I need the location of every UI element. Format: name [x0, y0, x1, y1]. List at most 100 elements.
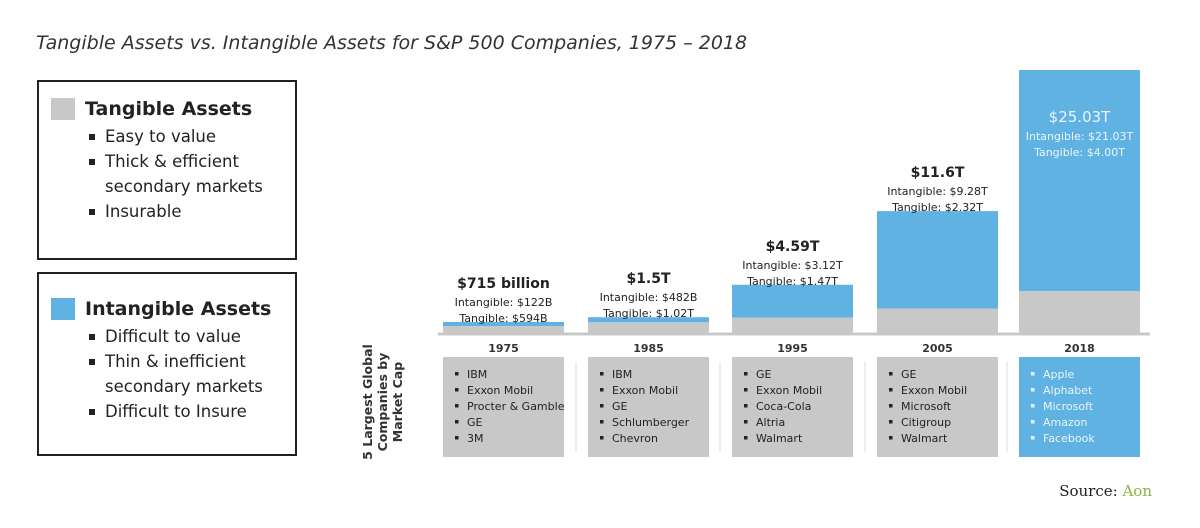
company-name: Facebook — [1043, 432, 1095, 445]
bullet — [744, 420, 748, 424]
bar-tangible-1985 — [588, 322, 709, 333]
chart-title: Tangible Assets vs. Intangible Assets fo… — [36, 32, 748, 54]
bullet — [1031, 436, 1035, 440]
bar-intangible-1995 — [732, 284, 853, 318]
intangible-swatch — [51, 298, 75, 320]
company-name: Microsoft — [901, 400, 952, 413]
legend-item: Difficult to Insure — [89, 399, 295, 424]
company-name: IBM — [612, 368, 632, 381]
company-name: Alphabet — [1043, 384, 1093, 397]
companies-box-1975 — [443, 357, 564, 457]
companies-axis-label: 5 Largest Global Companies by Market Cap — [360, 344, 405, 460]
category-label: 2018 — [1064, 342, 1095, 355]
tangible-label: Tangible: $4.00T — [1033, 146, 1125, 159]
company-name: Walmart — [756, 432, 803, 445]
bullet — [600, 436, 604, 440]
category-label: 1985 — [633, 342, 664, 355]
intangible-label: Intangible: $482B — [600, 291, 698, 304]
total-label: $11.6T — [911, 165, 965, 181]
category-label: 1975 — [488, 342, 519, 355]
category-label: 1995 — [777, 342, 808, 355]
company-name: IBM — [467, 368, 487, 381]
bar-intangible-2005 — [877, 211, 998, 309]
bullet — [455, 420, 459, 424]
bar-tangible-2018 — [1019, 290, 1140, 333]
bar-tangible-1995 — [732, 317, 853, 333]
company-name: GE — [467, 416, 483, 429]
company-name: Exxon Mobil — [756, 384, 822, 397]
total-label: $25.03T — [1049, 108, 1111, 126]
companies-box-2005 — [877, 357, 998, 457]
company-name: GE — [756, 368, 772, 381]
company-name: Procter & Gamble — [467, 400, 565, 413]
bullet — [744, 436, 748, 440]
legend-item: Insurable — [89, 199, 295, 224]
bullet — [1031, 372, 1035, 376]
bullet — [889, 436, 893, 440]
category-label: 2005 — [922, 342, 953, 355]
legend-tangible: Tangible Assets Easy to value Thick & ef… — [37, 80, 297, 260]
total-label: $1.5T — [626, 271, 671, 287]
bullet — [889, 420, 893, 424]
company-name: Citigroup — [901, 416, 951, 429]
companies-box-1985 — [588, 357, 709, 457]
tangible-label: Tangible: $594B — [458, 312, 547, 325]
bullet — [600, 420, 604, 424]
legend-intangible: Intangible Assets Difficult to value Thi… — [37, 272, 297, 456]
intangible-label: Intangible: $122B — [455, 296, 553, 309]
total-label: $4.59T — [766, 239, 820, 255]
source-note: Source: Aon — [1059, 482, 1152, 500]
legend-item: Thin & inefficient secondary markets — [89, 349, 285, 399]
tangible-label: Tangible: $1.02T — [602, 307, 694, 320]
total-label: $715 billion — [457, 276, 550, 292]
companies-box-2018 — [1019, 357, 1140, 457]
source-link[interactable]: Aon — [1122, 482, 1152, 500]
company-name: Chevron — [612, 432, 658, 445]
intangible-label: Intangible: $21.03T — [1026, 130, 1134, 143]
bullet — [889, 372, 893, 376]
legend-item: Difficult to value — [89, 324, 295, 349]
company-name: Exxon Mobil — [612, 384, 678, 397]
tangible-label: Tangible: $1.47T — [746, 275, 838, 288]
bullet — [455, 404, 459, 408]
company-name: Coca-Cola — [756, 400, 811, 413]
company-name: 3M — [467, 432, 484, 445]
bar-intangible-1975 — [443, 322, 564, 326]
company-name: Amazon — [1043, 416, 1087, 429]
company-name: GE — [901, 368, 917, 381]
intangible-label: Intangible: $3.12T — [742, 259, 843, 272]
bar-intangible-2018 — [1019, 70, 1140, 291]
company-name: Walmart — [901, 432, 948, 445]
bar-intangible-1985 — [588, 317, 709, 323]
bullet — [455, 436, 459, 440]
company-name: Exxon Mobil — [901, 384, 967, 397]
tangible-swatch — [51, 98, 75, 120]
bullet — [455, 388, 459, 392]
bullet — [744, 404, 748, 408]
company-name: Exxon Mobil — [467, 384, 533, 397]
legend-intangible-title: Intangible Assets — [85, 298, 272, 320]
bullet — [1031, 404, 1035, 408]
legend-item: Thick & efficient secondary markets — [89, 149, 275, 199]
bullet — [1031, 420, 1035, 424]
company-name: GE — [612, 400, 628, 413]
company-name: Schlumberger — [612, 416, 690, 429]
legend-item: Easy to value — [89, 124, 295, 149]
company-name: Apple — [1043, 368, 1075, 381]
company-name: Altria — [756, 416, 785, 429]
bullet — [889, 388, 893, 392]
company-name: Microsoft — [1043, 400, 1094, 413]
intangible-label: Intangible: $9.28T — [887, 185, 988, 198]
bullet — [600, 388, 604, 392]
tangible-label: Tangible: $2.32T — [891, 201, 983, 214]
legend-tangible-title: Tangible Assets — [85, 98, 253, 120]
bullet — [600, 372, 604, 376]
bullet — [455, 372, 459, 376]
bullet — [744, 372, 748, 376]
bullet — [889, 404, 893, 408]
bar-tangible-2005 — [877, 308, 998, 333]
bullet — [1031, 388, 1035, 392]
bar-tangible-1975 — [443, 326, 564, 333]
bullet — [600, 404, 604, 408]
